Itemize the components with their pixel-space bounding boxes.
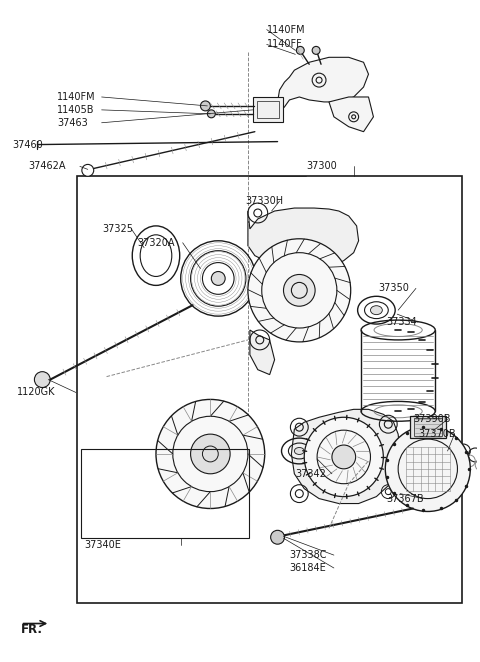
Text: 1140FF: 1140FF xyxy=(267,40,302,50)
Circle shape xyxy=(248,239,351,342)
Text: 37330H: 37330H xyxy=(245,196,283,206)
Text: 37462A: 37462A xyxy=(28,162,66,171)
Text: 36184E: 36184E xyxy=(289,563,326,573)
Bar xyxy=(77,176,462,602)
Circle shape xyxy=(296,46,304,54)
Text: 37340E: 37340E xyxy=(84,540,120,550)
Polygon shape xyxy=(248,208,359,269)
Text: 37390B: 37390B xyxy=(413,414,450,424)
Polygon shape xyxy=(291,409,400,504)
Circle shape xyxy=(304,417,384,496)
Text: 37350: 37350 xyxy=(378,283,409,293)
Circle shape xyxy=(201,101,210,111)
Text: FR.: FR. xyxy=(21,623,43,636)
Text: 37367B: 37367B xyxy=(386,494,424,504)
Circle shape xyxy=(82,164,94,176)
Bar xyxy=(414,418,442,436)
Text: 37334: 37334 xyxy=(386,317,417,327)
Circle shape xyxy=(284,275,315,307)
Bar xyxy=(257,101,278,118)
Text: 37463: 37463 xyxy=(57,118,88,128)
Text: 37320A: 37320A xyxy=(137,238,175,248)
Circle shape xyxy=(332,445,356,469)
Bar xyxy=(81,449,249,538)
Circle shape xyxy=(156,399,264,508)
Ellipse shape xyxy=(294,448,304,454)
Circle shape xyxy=(312,46,320,54)
Circle shape xyxy=(271,530,285,544)
Polygon shape xyxy=(329,97,373,132)
Circle shape xyxy=(35,371,50,387)
Text: 37370B: 37370B xyxy=(418,429,456,439)
Circle shape xyxy=(191,434,230,474)
Bar xyxy=(410,416,445,438)
Polygon shape xyxy=(250,330,275,375)
Bar xyxy=(253,97,283,122)
Text: 37338C: 37338C xyxy=(289,550,327,560)
Text: 37342: 37342 xyxy=(295,469,326,479)
Circle shape xyxy=(207,110,216,118)
Circle shape xyxy=(211,271,225,285)
Text: 1120GK: 1120GK xyxy=(17,387,55,397)
Ellipse shape xyxy=(371,306,383,314)
Text: 1140FM: 1140FM xyxy=(267,24,305,34)
Text: 37325: 37325 xyxy=(103,224,133,234)
Circle shape xyxy=(385,426,470,512)
Text: 37300: 37300 xyxy=(306,162,337,171)
Text: 37460: 37460 xyxy=(12,140,43,150)
Polygon shape xyxy=(277,58,369,112)
Text: 1140FM: 1140FM xyxy=(57,92,96,102)
Text: 11405B: 11405B xyxy=(57,105,95,115)
